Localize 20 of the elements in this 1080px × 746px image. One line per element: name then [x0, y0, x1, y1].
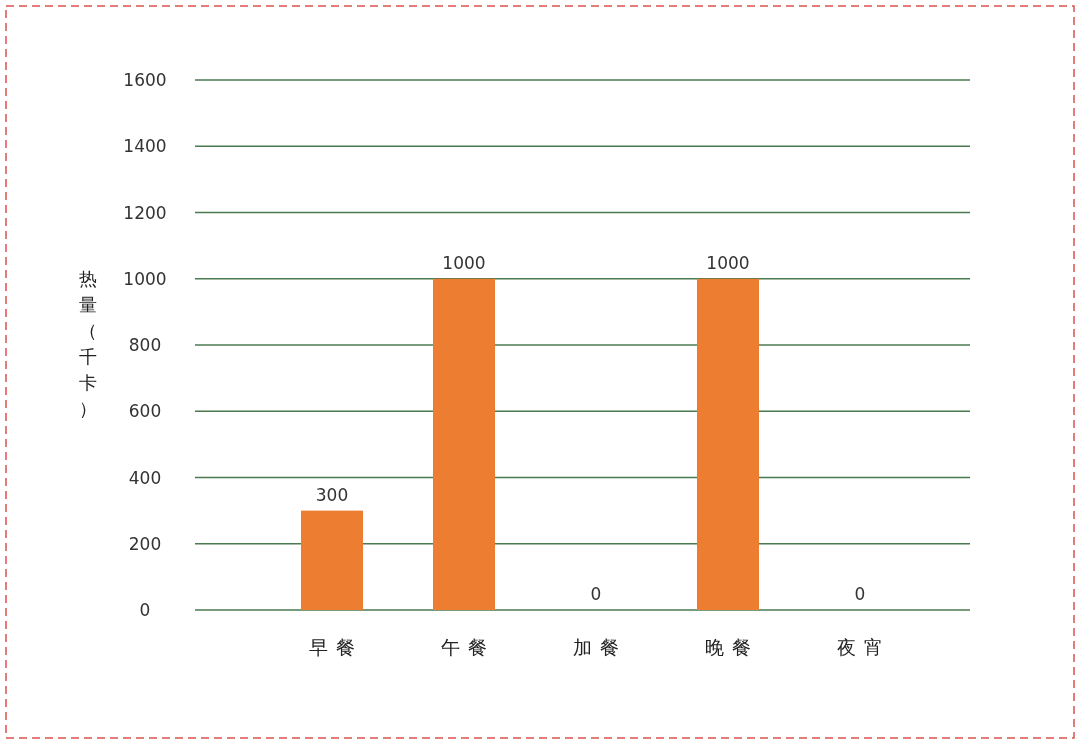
y-tick-label: 800 — [128, 335, 162, 355]
y-axis-title: 热量（千卡） — [79, 268, 97, 419]
y-tick-label: 1200 — [123, 202, 167, 223]
data-label: 0 — [854, 584, 866, 604]
data-label: 300 — [315, 484, 349, 505]
y-tick-label: 1600 — [123, 70, 167, 90]
x-tick-label: 夜宵 — [837, 636, 891, 658]
data-label: 0 — [590, 584, 602, 604]
y-tick-label: 600 — [128, 401, 162, 422]
y-tick-label: 200 — [128, 533, 162, 554]
x-tick-label: 早餐 — [309, 636, 363, 658]
y-tick-label: 0 — [139, 600, 151, 620]
x-tick-label: 加餐 — [573, 636, 627, 658]
y-tick-label: 1000 — [123, 268, 167, 289]
data-label: 1000 — [442, 252, 486, 273]
y-tick-label: 1400 — [123, 136, 167, 157]
y-tick-label: 400 — [128, 467, 162, 488]
data-label: 1000 — [706, 252, 750, 273]
x-tick-label: 午餐 — [441, 636, 495, 658]
x-tick-label: 晚餐 — [705, 636, 759, 658]
